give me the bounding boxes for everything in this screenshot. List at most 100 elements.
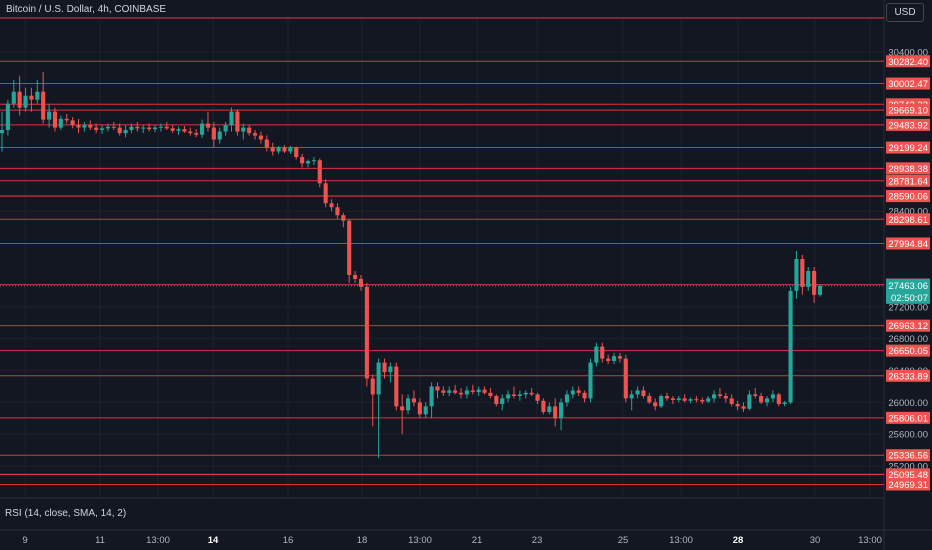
candle-body[interactable] bbox=[323, 183, 328, 204]
candle-body[interactable] bbox=[300, 157, 305, 164]
candle-body[interactable] bbox=[170, 128, 175, 131]
candle-body[interactable] bbox=[47, 111, 52, 120]
candle-body[interactable] bbox=[58, 118, 63, 128]
candle-body[interactable] bbox=[105, 126, 110, 129]
candle-body[interactable] bbox=[464, 390, 469, 395]
candle-body[interactable] bbox=[482, 389, 487, 393]
candle-body[interactable] bbox=[423, 406, 428, 415]
candle-body[interactable] bbox=[735, 403, 740, 407]
candle-body[interactable] bbox=[641, 390, 646, 397]
candle-body[interactable] bbox=[753, 394, 758, 397]
candle-body[interactable] bbox=[364, 286, 369, 379]
candle-body[interactable] bbox=[194, 133, 199, 135]
candle-body[interactable] bbox=[264, 139, 269, 148]
candle-body[interactable] bbox=[817, 285, 823, 295]
candle-body[interactable] bbox=[635, 390, 640, 395]
candle-body[interactable] bbox=[688, 399, 693, 401]
candle-body[interactable] bbox=[664, 396, 670, 399]
candle-body[interactable] bbox=[76, 125, 81, 128]
candle-body[interactable] bbox=[235, 111, 240, 132]
candle-body[interactable] bbox=[88, 125, 93, 128]
candle-body[interactable] bbox=[188, 131, 193, 134]
candle-body[interactable] bbox=[712, 394, 717, 399]
candle-body[interactable] bbox=[788, 290, 793, 403]
candle-body[interactable] bbox=[506, 394, 511, 399]
candle-body[interactable] bbox=[559, 402, 564, 419]
candle-body[interactable] bbox=[258, 135, 263, 140]
candle-body[interactable] bbox=[176, 129, 181, 131]
candle-body[interactable] bbox=[52, 111, 58, 128]
candle-body[interactable] bbox=[317, 160, 322, 184]
candle-body[interactable] bbox=[594, 346, 599, 363]
candle-body[interactable] bbox=[759, 396, 764, 403]
candle-body[interactable] bbox=[205, 123, 211, 128]
candle-body[interactable] bbox=[570, 390, 575, 395]
candle-body[interactable] bbox=[152, 127, 158, 130]
candle-body[interactable] bbox=[523, 392, 528, 395]
candle-body[interactable] bbox=[476, 389, 481, 393]
candle-body[interactable] bbox=[600, 346, 605, 359]
candle-body[interactable] bbox=[353, 274, 358, 279]
candle-body[interactable] bbox=[376, 362, 381, 395]
candle-body[interactable] bbox=[782, 402, 787, 404]
candle-body[interactable] bbox=[270, 147, 275, 152]
candle-body[interactable] bbox=[111, 126, 116, 128]
candle-body[interactable] bbox=[700, 399, 705, 402]
candle-body[interactable] bbox=[11, 91, 16, 104]
candle-body[interactable] bbox=[294, 147, 299, 158]
candle-body[interactable] bbox=[182, 129, 187, 132]
candle-body[interactable] bbox=[676, 398, 681, 400]
candle-body[interactable] bbox=[553, 406, 558, 419]
candle-body[interactable] bbox=[5, 103, 10, 130]
currency-button[interactable]: USD bbox=[886, 3, 924, 22]
candle-body[interactable] bbox=[470, 390, 475, 393]
candle-body[interactable] bbox=[217, 131, 222, 140]
candle-body[interactable] bbox=[729, 398, 734, 404]
candle-body[interactable] bbox=[341, 215, 346, 221]
candle-body[interactable] bbox=[411, 398, 417, 403]
candle-body[interactable] bbox=[223, 125, 228, 132]
candle-body[interactable] bbox=[158, 126, 163, 128]
candle-body[interactable] bbox=[70, 120, 75, 126]
candle-body[interactable] bbox=[311, 160, 316, 162]
candle-body[interactable] bbox=[588, 362, 593, 399]
candle-body[interactable] bbox=[382, 362, 387, 373]
candle-body[interactable] bbox=[564, 394, 570, 403]
candle-body[interactable] bbox=[117, 127, 122, 134]
candle-body[interactable] bbox=[670, 398, 675, 400]
candle-body[interactable] bbox=[629, 394, 634, 399]
candle-body[interactable] bbox=[388, 366, 393, 373]
candle-body[interactable] bbox=[500, 398, 505, 404]
candle-body[interactable] bbox=[99, 128, 105, 130]
candle-body[interactable] bbox=[747, 394, 752, 409]
candle-body[interactable] bbox=[812, 270, 817, 295]
candle-body[interactable] bbox=[653, 402, 658, 407]
candle-body[interactable] bbox=[211, 127, 216, 140]
candle-body[interactable] bbox=[582, 392, 587, 399]
candle-body[interactable] bbox=[429, 386, 434, 407]
candle-body[interactable] bbox=[17, 91, 22, 108]
candle-body[interactable] bbox=[647, 396, 652, 403]
candle-body[interactable] bbox=[770, 394, 775, 399]
candle-body[interactable] bbox=[776, 394, 781, 404]
candle-body[interactable] bbox=[611, 356, 617, 361]
candle-body[interactable] bbox=[458, 392, 464, 395]
candle-body[interactable] bbox=[405, 398, 411, 411]
candle-body[interactable] bbox=[441, 390, 446, 393]
candle-body[interactable] bbox=[706, 398, 711, 402]
candle-body[interactable] bbox=[517, 394, 522, 397]
candle-body[interactable] bbox=[129, 126, 134, 130]
candle-body[interactable] bbox=[23, 95, 28, 108]
candle-body[interactable] bbox=[141, 127, 146, 129]
candle-body[interactable] bbox=[682, 398, 687, 401]
candle-body[interactable] bbox=[0, 129, 5, 134]
candle-body[interactable] bbox=[370, 378, 375, 395]
candle-body[interactable] bbox=[694, 399, 699, 401]
candle-body[interactable] bbox=[147, 127, 152, 130]
candle-body[interactable] bbox=[82, 125, 87, 128]
candle-body[interactable] bbox=[200, 123, 205, 135]
candle-body[interactable] bbox=[535, 394, 540, 401]
candle-body[interactable] bbox=[394, 366, 399, 407]
candle-body[interactable] bbox=[135, 126, 140, 129]
